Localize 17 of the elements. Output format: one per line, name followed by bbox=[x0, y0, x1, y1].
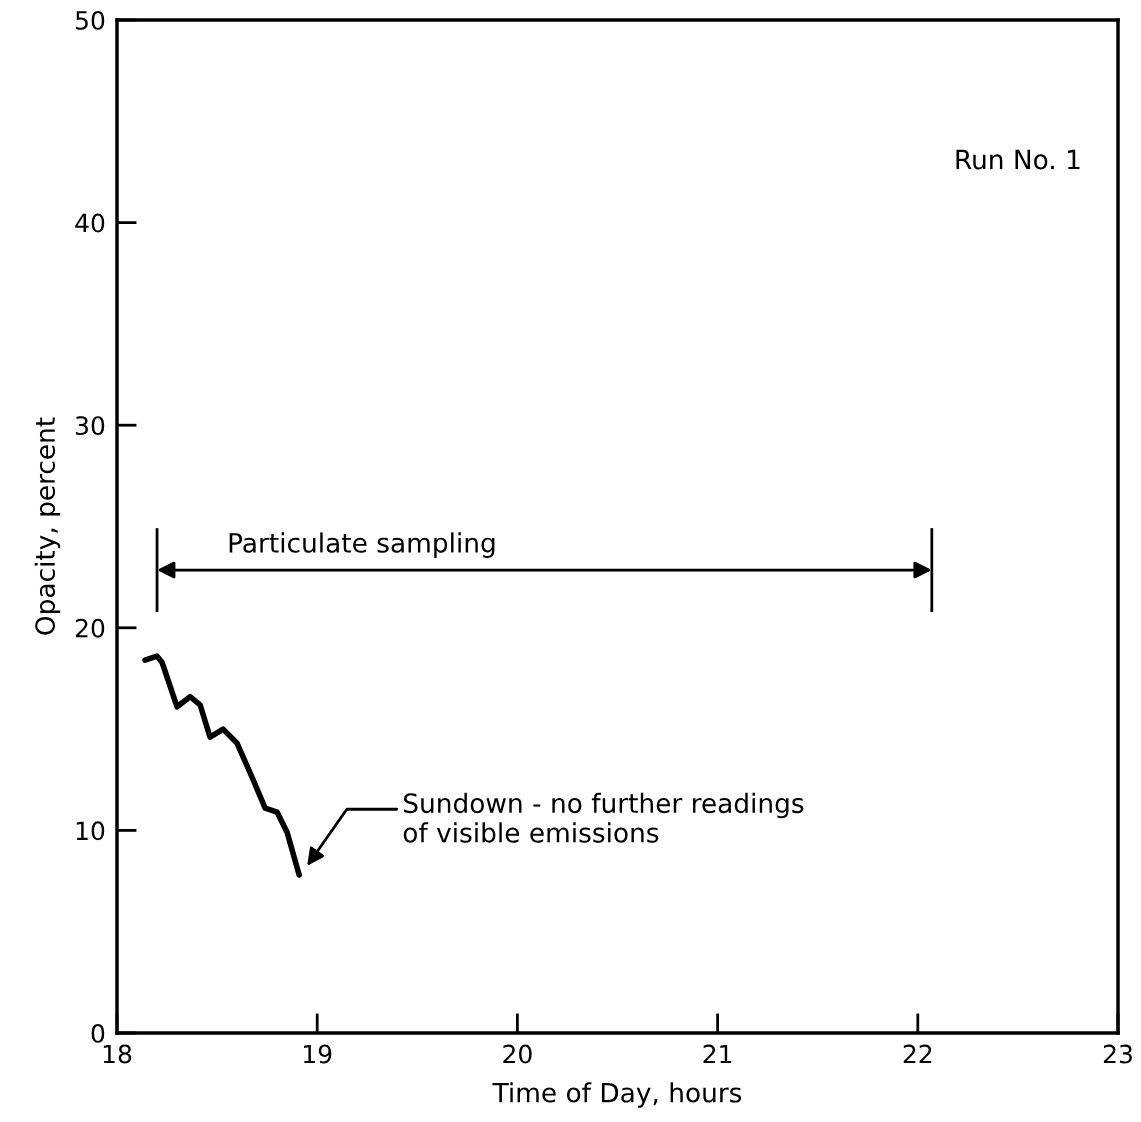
x-tick-label: 23 bbox=[1103, 1044, 1132, 1064]
y-tick-label: 50 bbox=[76, 10, 105, 30]
y-tick-label: 0 bbox=[91, 1023, 105, 1043]
x-tick-label: 22 bbox=[903, 1044, 932, 1064]
x-tick-label: 21 bbox=[703, 1044, 732, 1064]
x-axis-title: Time of Day, hours bbox=[492, 1082, 742, 1108]
y-tick-label: 40 bbox=[75, 213, 105, 233]
y-tick-label: 30 bbox=[75, 416, 105, 436]
annotation: Sundown - no further readings of visible emissions bbox=[403, 792, 804, 843]
y-axis-title: Opacity, percent bbox=[34, 417, 61, 635]
y-tick-label: 10 bbox=[76, 821, 105, 841]
annotation: Run No. 1 bbox=[956, 149, 1080, 170]
x-tick-label: 18 bbox=[103, 1044, 132, 1064]
annotation: Particulate sampling bbox=[229, 532, 495, 558]
x-tick-label: 19 bbox=[304, 1044, 332, 1064]
x-tick-label: 20 bbox=[503, 1044, 532, 1064]
y-tick-label: 20 bbox=[75, 618, 105, 638]
